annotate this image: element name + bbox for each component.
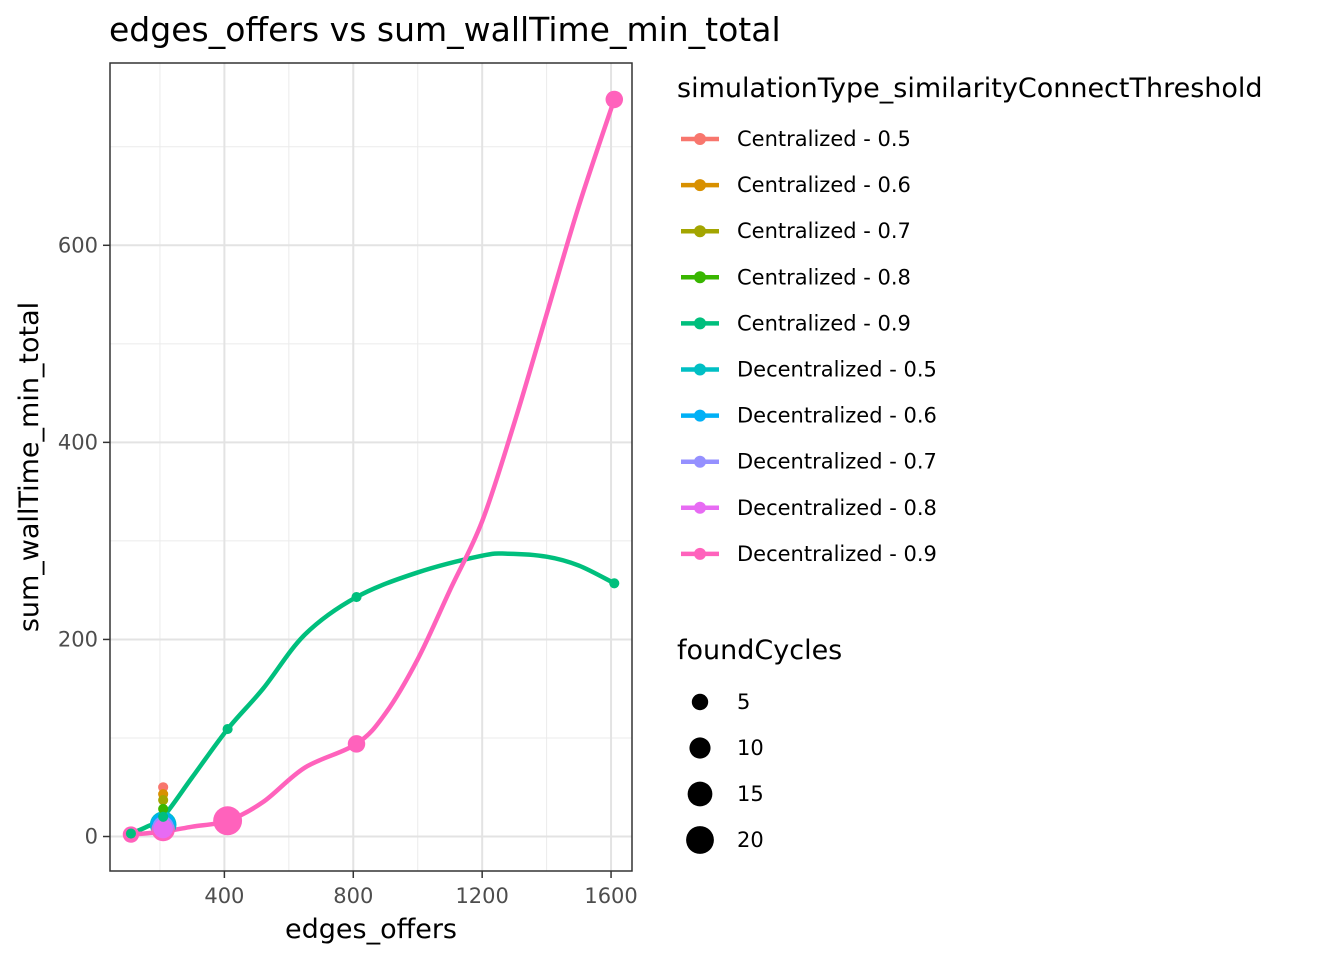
color-legend-label: Centralized - 0.9 bbox=[737, 311, 911, 335]
color-legend-key-point bbox=[694, 501, 706, 514]
size-legend-key bbox=[689, 737, 711, 759]
x-tick-label: 1200 bbox=[455, 884, 508, 908]
data-point bbox=[222, 724, 233, 735]
color-legend-key-point bbox=[694, 455, 706, 468]
data-point bbox=[125, 828, 136, 839]
color-legend-key-point bbox=[694, 225, 706, 238]
x-axis-label: edges_offers bbox=[285, 914, 457, 945]
size-legend-title: foundCycles bbox=[677, 635, 842, 666]
grid-minor bbox=[110, 63, 632, 871]
y-axis-label: sum_wallTime_min_total bbox=[14, 302, 45, 632]
size-legend-key bbox=[691, 693, 709, 711]
color-legend-label: Decentralized - 0.5 bbox=[737, 358, 937, 382]
plot-border bbox=[109, 62, 633, 872]
plot-background bbox=[110, 63, 632, 871]
color-legend-label: Decentralized - 0.6 bbox=[737, 404, 937, 428]
x-tick-label: 800 bbox=[333, 884, 373, 908]
color-legend-key-point bbox=[694, 317, 706, 330]
size-legend-label: 20 bbox=[737, 828, 764, 852]
x-tick-label: 1600 bbox=[584, 884, 637, 908]
color-legend-key-point bbox=[694, 363, 706, 376]
color-legend-label: Centralized - 0.8 bbox=[737, 265, 911, 289]
y-axis: 0 200 400 600 bbox=[58, 233, 110, 849]
size-legend-label: 10 bbox=[737, 736, 764, 760]
color-legend-label: Decentralized - 0.9 bbox=[737, 542, 937, 566]
color-legend: simulationType_similarityConnectThreshol… bbox=[677, 73, 1263, 566]
data-points bbox=[122, 90, 624, 843]
color-legend-key-point bbox=[694, 547, 706, 560]
y-tick-label: 400 bbox=[58, 430, 98, 454]
color-legend-key-point bbox=[694, 409, 706, 422]
color-legend-label: Centralized - 0.7 bbox=[737, 219, 911, 243]
y-tick-label: 600 bbox=[58, 233, 98, 257]
size-legend: foundCycles 5 10 15 20 bbox=[677, 635, 842, 854]
color-legend-key-point bbox=[694, 133, 706, 145]
x-tick-label: 400 bbox=[204, 884, 244, 908]
size-legend-key bbox=[686, 826, 714, 854]
data-point bbox=[153, 818, 173, 839]
smooth-curve bbox=[128, 551, 617, 836]
chart-title: edges_offers vs sum_wallTime_min_total bbox=[109, 10, 781, 49]
data-point bbox=[158, 795, 169, 806]
y-tick-label: 200 bbox=[58, 627, 98, 651]
color-legend-key-point bbox=[694, 271, 706, 284]
color-legend-label: Decentralized - 0.7 bbox=[737, 450, 937, 474]
data-point bbox=[609, 578, 620, 589]
color-legend-items: Centralized - 0.5 Centralized - 0.6 Centra… bbox=[681, 127, 937, 566]
data-point bbox=[347, 735, 366, 753]
smooth-curves bbox=[128, 97, 617, 837]
y-tick-label: 0 bbox=[85, 825, 98, 849]
smooth-curve bbox=[128, 97, 617, 837]
data-point bbox=[158, 803, 169, 814]
x-axis: 400 800 1200 1600 bbox=[204, 871, 638, 908]
color-legend-label: Decentralized - 0.8 bbox=[737, 496, 937, 520]
color-legend-key-point bbox=[694, 179, 706, 192]
size-legend-items: 5 10 15 20 bbox=[686, 690, 764, 854]
size-legend-label: 5 bbox=[737, 690, 750, 714]
data-point bbox=[605, 90, 624, 109]
plot-panel bbox=[109, 62, 633, 872]
data-point bbox=[213, 806, 243, 836]
color-legend-label: Centralized - 0.6 bbox=[737, 173, 911, 197]
data-point bbox=[158, 811, 169, 822]
data-point bbox=[351, 592, 362, 603]
size-legend-key bbox=[687, 781, 713, 807]
color-legend-label: Centralized - 0.5 bbox=[737, 127, 911, 151]
color-legend-title: simulationType_similarityConnectThreshol… bbox=[677, 73, 1263, 104]
size-legend-label: 15 bbox=[737, 782, 764, 806]
